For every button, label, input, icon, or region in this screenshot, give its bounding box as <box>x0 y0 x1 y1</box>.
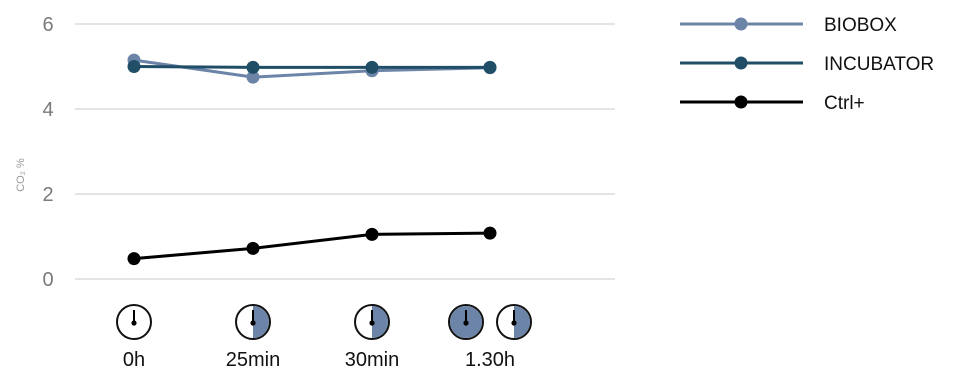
clock-center <box>250 320 256 326</box>
data-point <box>127 252 141 266</box>
series-line <box>133 231 491 261</box>
data-point <box>246 70 260 84</box>
data-point <box>365 60 379 74</box>
data-point <box>246 241 260 255</box>
series-line <box>133 65 490 69</box>
series-ctrl- <box>127 226 497 266</box>
y-axis-label: CO₂ % <box>15 158 27 192</box>
clock-icon <box>496 304 532 340</box>
legend-label: INCUBATOR <box>824 54 934 75</box>
legend-entry: INCUBATOR <box>680 54 934 75</box>
gridlines <box>75 23 615 280</box>
clock-icon <box>448 304 484 340</box>
x-category-label: 1.30h <box>465 349 515 371</box>
x-category-label: 25min <box>226 349 280 371</box>
series-line <box>133 58 491 79</box>
legend-entry: BIOBOX <box>680 15 897 36</box>
x-axis-categories: 0h 25min 30min 1.30h <box>123 349 515 371</box>
clock-center <box>511 320 517 326</box>
y-axis-ticks: 0 2 4 6 <box>42 14 53 291</box>
y-tick-label: 6 <box>42 14 53 36</box>
clock-fill <box>514 306 530 338</box>
y-tick-label: 4 <box>42 99 53 121</box>
clock-icon <box>354 304 390 340</box>
clock-center <box>369 320 375 326</box>
data-point <box>365 227 379 241</box>
legend-marker <box>734 95 748 109</box>
clock-center <box>463 320 469 326</box>
x-category-label: 0h <box>123 349 145 371</box>
clock-icon <box>235 304 271 340</box>
data-point <box>246 60 260 74</box>
clock-icons <box>116 304 532 340</box>
y-tick-label: 2 <box>42 184 53 206</box>
legend-label: BIOBOX <box>824 15 897 36</box>
data-point <box>127 60 141 73</box>
clock-fill <box>253 306 269 338</box>
data-point <box>483 226 497 240</box>
legend-entry: Ctrl+ <box>680 93 865 114</box>
legend-marker <box>734 56 748 70</box>
y-tick-label: 0 <box>42 269 53 291</box>
data-point <box>483 60 497 74</box>
legend-marker <box>734 17 748 31</box>
series-layer <box>127 53 497 266</box>
series-incubator <box>127 60 497 74</box>
clock-icon <box>116 304 152 340</box>
legend: BIOBOX INCUBATOR Ctrl+ <box>680 15 934 114</box>
legend-label: Ctrl+ <box>824 93 865 114</box>
clock-center <box>131 320 137 326</box>
x-category-label: 30min <box>345 349 399 371</box>
clock-fill <box>372 306 388 338</box>
